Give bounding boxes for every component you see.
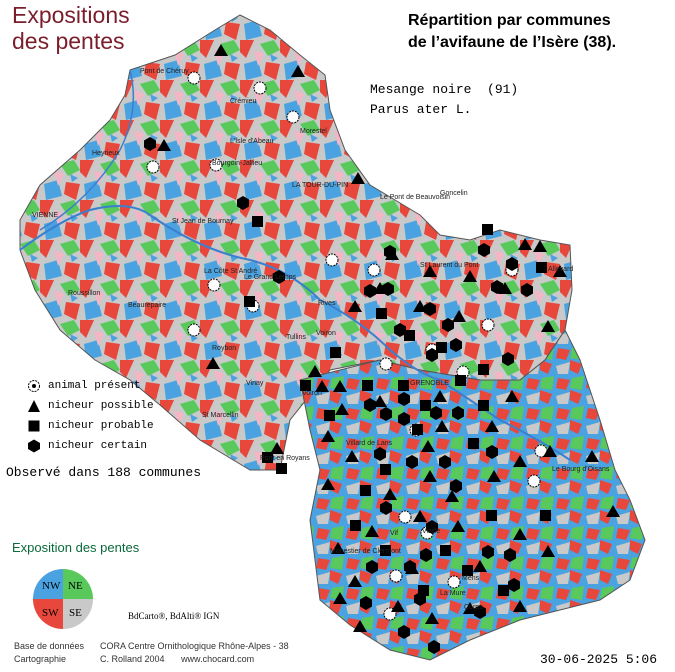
title-right-line1: Répartition par communes	[408, 12, 611, 29]
compass-label: SE	[69, 607, 82, 619]
town-label: VIENNE	[32, 212, 59, 219]
footer-label-database: Base de données	[14, 641, 85, 651]
town-label: Roybon	[212, 345, 237, 352]
town-label: Le Grand Lemps	[244, 274, 297, 281]
compass-label: NE	[68, 580, 83, 592]
observation-markers	[144, 44, 620, 654]
dotted-circle-icon	[20, 379, 48, 393]
title-left-line2: des pentes	[12, 28, 125, 54]
symbol-legend: animal présent nicheur possible nicheur …	[20, 376, 154, 456]
town-label: Crémieu	[230, 98, 257, 105]
town-label: La Côte St André	[204, 268, 258, 275]
town-label: St Laurent du Pont	[420, 262, 479, 269]
title-left-line1: Expositions	[12, 2, 130, 28]
town-label: Voiron	[302, 390, 322, 397]
footer-website-link[interactable]: www.chocard.com	[181, 654, 255, 664]
town-label: Roussillon	[68, 290, 101, 297]
town-label: La Mure	[440, 590, 466, 597]
river-line	[19, 205, 441, 381]
generated-date: 30-06-2025 5:06	[540, 652, 658, 667]
legend-row-present: animal présent	[20, 376, 154, 396]
town-label: Mens	[462, 575, 480, 582]
legend-label: nicheur probable	[48, 420, 154, 432]
legend-label: animal présent	[48, 380, 141, 392]
river-line	[39, 69, 135, 231]
town-label: Vinay	[246, 380, 264, 387]
town-label: Morestel	[300, 128, 327, 135]
footer-labels: Base de données Cartographie	[14, 640, 84, 666]
town-label: Pont en Royans	[260, 455, 310, 462]
animal-present-markers	[146, 71, 548, 621]
town-label: Vizille	[422, 528, 441, 535]
legend-row-certain: nicheur certain	[20, 436, 154, 456]
town-label: Beaurepaire	[128, 302, 167, 309]
exposure-compass: NW NE SW SE	[33, 569, 93, 629]
species-common-name: Mesange noire (91)	[370, 82, 519, 97]
town-label: LA TOUR-DU-PIN	[292, 182, 349, 189]
town-label: Heyrieux	[92, 150, 120, 157]
town-label: L'Isle d'Abeau	[230, 138, 274, 145]
compass-label: SW	[42, 607, 59, 619]
compass-sw	[33, 599, 63, 629]
map-title-right: Répartition par communes de l’avifaune d…	[408, 10, 616, 54]
town-label: Le Bourg d'Oisans	[552, 466, 610, 473]
town-label: St Marcellin	[202, 412, 239, 419]
probable-nester-markers	[244, 216, 551, 596]
species-latin-name: Parus ater L.	[370, 102, 472, 117]
legend-label: nicheur possible	[48, 400, 154, 412]
footer-value-cartography: C. Rolland 2004 www.chocard.com	[100, 653, 289, 666]
map-title-left: Expositions des pentes	[12, 2, 130, 54]
town-label: Pont de Chéruy	[140, 68, 189, 75]
observed-count: Observé dans 188 communes	[6, 465, 202, 480]
compass-se	[63, 599, 93, 629]
town-label: Villard de Lans	[346, 440, 393, 447]
compass-nw	[33, 569, 63, 599]
footer-value-database: CORA Centre Ornithologique Rhône-Alpes -…	[100, 641, 289, 651]
title-right-line2: de l’avifaune de l’Isère (38).	[408, 34, 617, 51]
town-label: Tullins	[286, 334, 306, 341]
town-label: GRENOBLE	[410, 380, 449, 387]
triangle-icon	[20, 399, 48, 413]
square-icon	[20, 419, 48, 433]
compass-ne	[63, 569, 93, 599]
town-label: Voiron	[316, 330, 336, 337]
town-label: Goncelin	[440, 190, 468, 197]
legend-row-possible: nicheur possible	[20, 396, 154, 416]
ign-credit: BdCarto®, BdAlti® IGN	[128, 611, 220, 621]
footer-label-cartography: Cartographie	[14, 654, 67, 664]
town-label: Le Pont de Beauvoisin	[380, 194, 451, 201]
hexagon-icon	[20, 439, 48, 453]
legend-row-probable: nicheur probable	[20, 416, 154, 436]
town-label: Vif	[390, 530, 399, 537]
compass-label: NW	[42, 580, 61, 592]
footer-values: CORA Centre Ornithologique Rhône-Alpes -…	[100, 640, 289, 666]
town-label: Corps	[464, 604, 483, 611]
footer-cartographer: C. Rolland 2004	[100, 654, 165, 664]
town-label: Monestier de Clermont	[330, 548, 401, 555]
certain-nester-markers	[144, 137, 533, 654]
town-label: Bourgoin-Jallieu	[212, 160, 263, 167]
species-info: Mesange noire (91) Parus ater L.	[370, 80, 518, 120]
legend-label: nicheur certain	[48, 440, 148, 452]
town-label: Rives	[318, 300, 336, 307]
town-label: St Jean de Bournay	[172, 218, 234, 225]
town-label: Allevard	[548, 266, 574, 273]
exposure-title: Exposition des pentes	[12, 540, 140, 555]
